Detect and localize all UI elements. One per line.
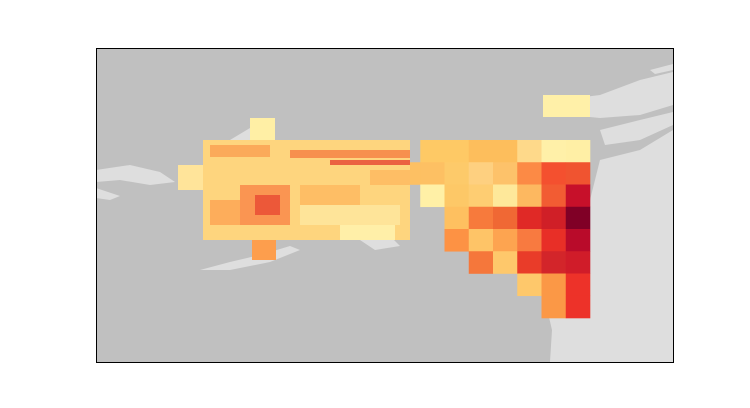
heat-cell [517,251,542,274]
heat-cell [565,184,591,208]
heat-cell [300,185,360,205]
heat-cell [468,140,494,163]
heat-cell [541,229,567,252]
heat-cell [444,162,470,185]
map-frame [96,48,674,363]
heat-cell [565,273,591,297]
heat-cell [541,140,567,163]
heat-cell [493,251,518,274]
heat-cell [250,118,275,140]
land [600,112,673,145]
heat-cell [517,273,542,297]
heat-cell [330,160,410,165]
heat-cell [517,162,542,185]
land [96,188,120,200]
heat-cell [517,184,542,208]
heat-cell [565,162,591,185]
heat-cell [468,251,494,274]
fine-heat-region [178,95,590,260]
heat-cell [541,251,567,274]
heat-cell [493,162,518,185]
heat-cell [565,229,591,252]
heat-cell [541,184,567,208]
heat-cell [300,205,400,225]
heat-cell [565,206,591,230]
heat-cell [493,229,518,252]
heat-cell [493,140,518,163]
heat-grid [396,140,591,319]
heat-cell [468,162,494,185]
heat-cell [178,165,203,190]
heat-cell [420,162,445,185]
heat-cell [541,162,567,185]
heat-cell [468,184,494,208]
heat-cell [444,140,470,163]
heat-cell [444,229,470,252]
heat-cell [543,95,590,117]
land [96,165,175,185]
heat-cell [468,206,494,230]
heat-cell [340,225,395,240]
heat-cell [255,195,280,215]
heat-cell [493,184,518,208]
heat-cell [252,240,276,260]
heat-cell [370,170,410,185]
heat-cell [493,206,518,230]
heat-cell [565,140,591,163]
heat-cell [541,206,567,230]
heat-cell [541,295,567,319]
heat-cell [444,206,470,230]
heat-cell [517,140,542,163]
heat-cell [444,184,470,208]
heat-cell [420,140,445,163]
heat-cell [210,200,240,225]
heat-cell [420,184,445,208]
heat-cell [565,251,591,274]
heat-cell [290,150,410,158]
land [650,64,673,74]
heat-cell [468,229,494,252]
heat-cell [210,145,270,157]
heat-cell [517,229,542,252]
heat-cell [517,206,542,230]
heat-cell [541,273,567,297]
heat-cell [565,295,591,319]
